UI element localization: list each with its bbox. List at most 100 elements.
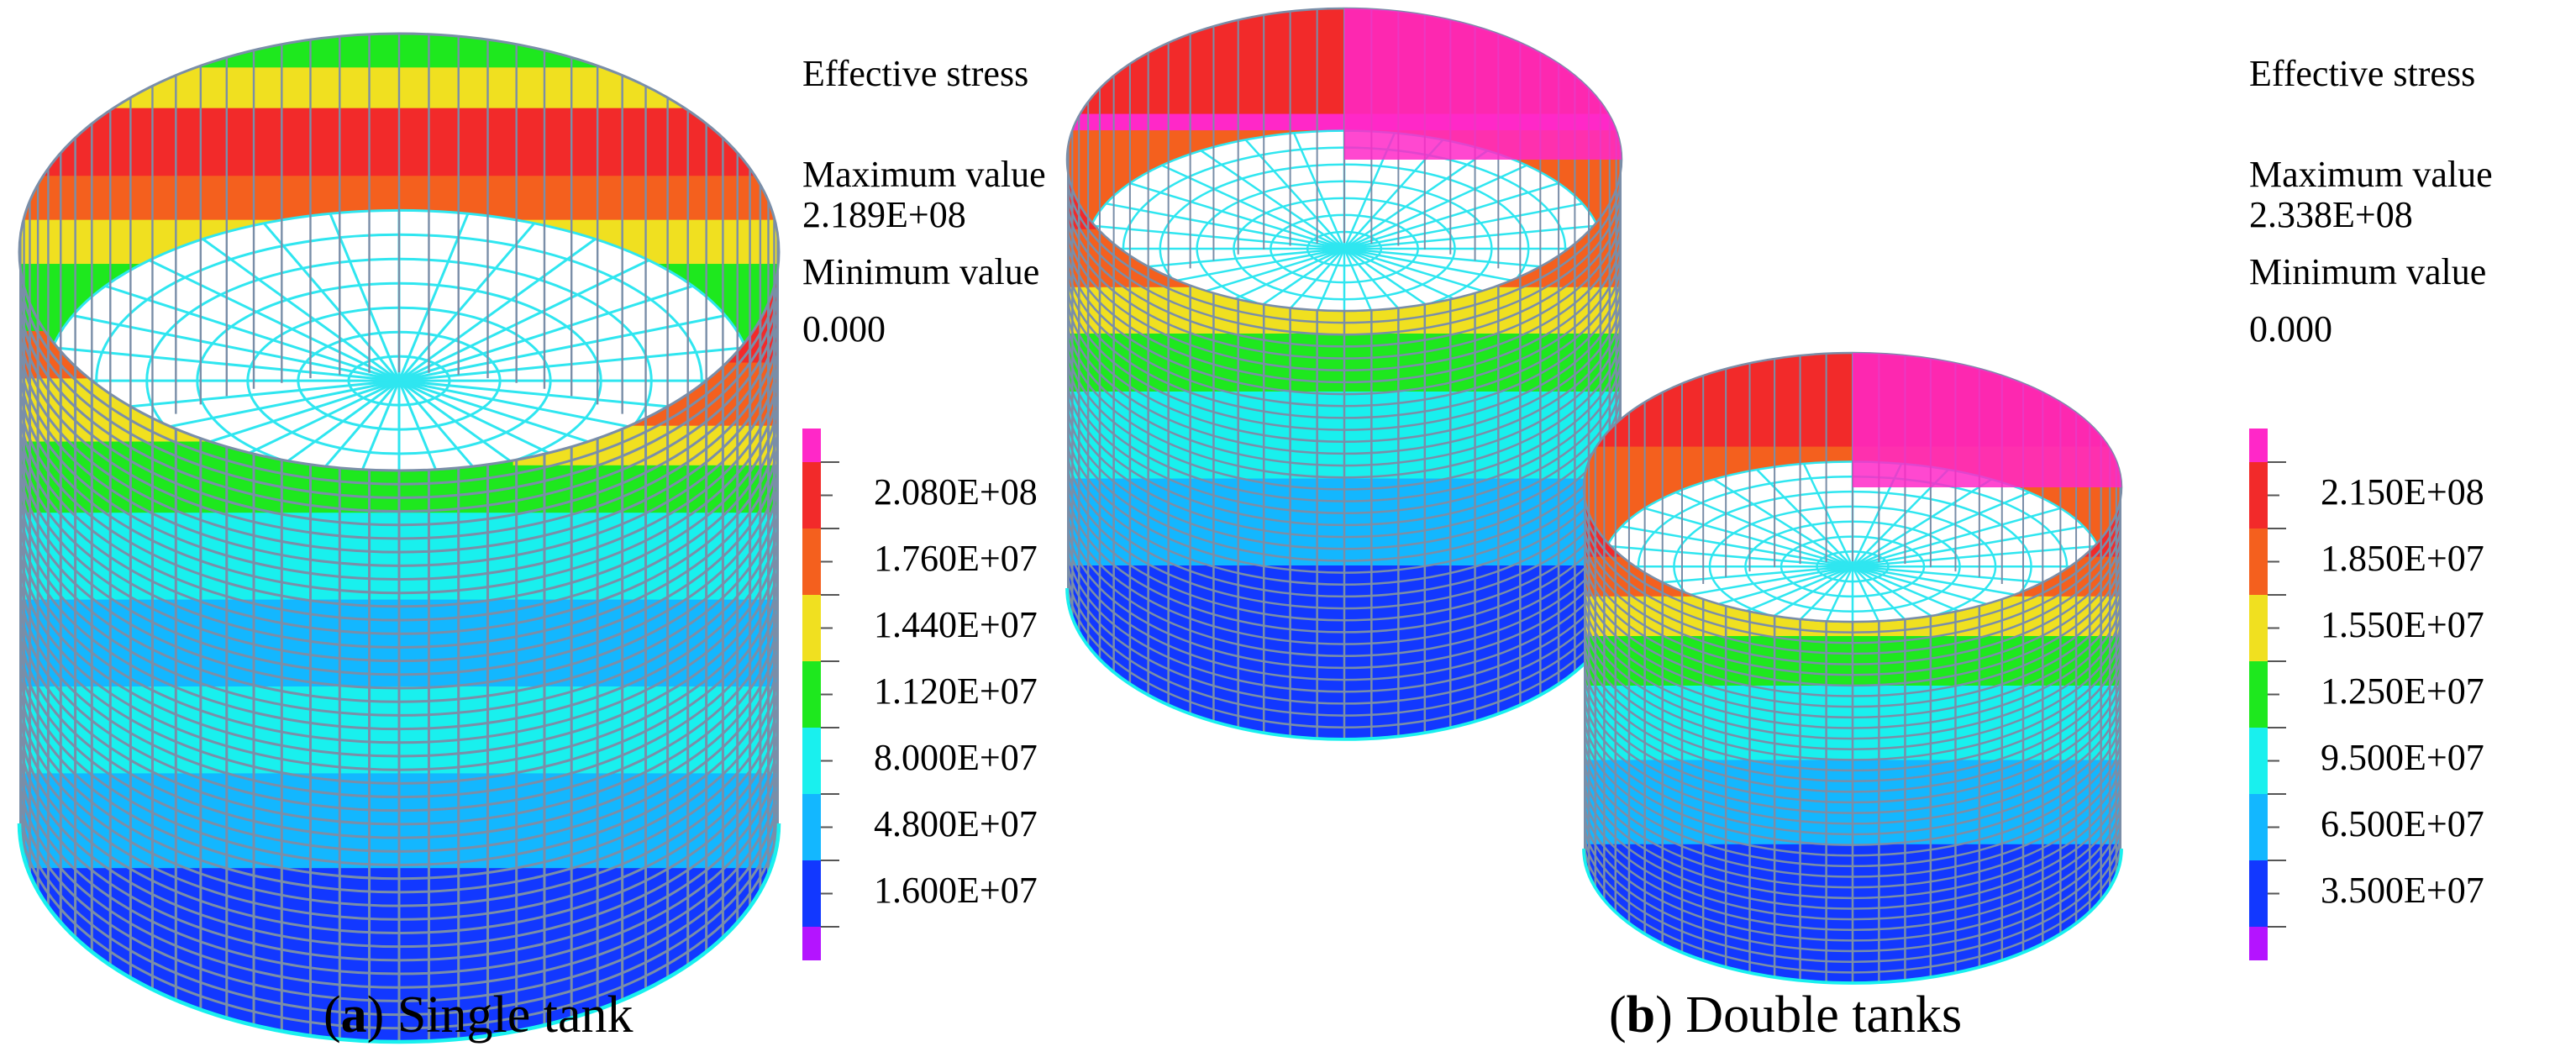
tank-b1-floor-spoke bbox=[1343, 150, 1489, 250]
legend-a-color-segment bbox=[802, 794, 821, 860]
tank-a-floor-spoke bbox=[397, 380, 536, 471]
legend-a-min-value: 0.000 bbox=[802, 308, 886, 350]
legend-a-tick: 1.760E+07 bbox=[874, 538, 1038, 579]
tank-b1-peak-zone bbox=[1344, 8, 1622, 160]
tank-b2-peak-zone bbox=[1853, 353, 2121, 487]
tank-b2-floor-spoke bbox=[1675, 491, 1853, 568]
tank-a-floor-spoke bbox=[397, 380, 470, 471]
tank-b1-floor-spoke bbox=[1244, 139, 1345, 250]
double-tank-back-model bbox=[1065, 7, 1623, 741]
double-tank-front-model bbox=[1582, 351, 2123, 985]
legend-b: Effective stress Maximum value 2.338E+08… bbox=[2249, 53, 2493, 960]
tank-b2-floor-spoke bbox=[1644, 507, 1853, 568]
tank-a-floor-spoke bbox=[329, 213, 401, 381]
caption-a-letter: a bbox=[341, 986, 367, 1044]
tank-a-floor-spoke bbox=[105, 285, 400, 382]
tank-b2-floor-spoke bbox=[1712, 478, 1853, 568]
legend-a-min-label: Minimum value bbox=[802, 251, 1039, 292]
legend-b-color-segment bbox=[2249, 728, 2268, 794]
legend-b-tick: 2.150E+08 bbox=[2321, 471, 2484, 513]
legend-a-tick: 1.120E+07 bbox=[874, 670, 1038, 712]
legend-b-min-value: 0.000 bbox=[2249, 308, 2332, 350]
tank-a-floor-spoke bbox=[397, 213, 470, 381]
legend-b-min-label: Minimum value bbox=[2249, 251, 2486, 292]
legend-b-tick: 9.500E+07 bbox=[2321, 737, 2484, 778]
legend-a-ticks: 2.080E+08 1.760E+07 1.440E+07 1.120E+07 … bbox=[874, 471, 1038, 911]
tank-b2-floor-spoke bbox=[1852, 478, 1993, 568]
tank-a-floor-spoke bbox=[262, 380, 401, 471]
legend-b-color-segment bbox=[2249, 927, 2268, 960]
tank-b2-floor-spoke bbox=[1712, 565, 1853, 622]
legend-a-colorbar bbox=[802, 429, 839, 960]
tank-a-floor-spoke bbox=[398, 379, 649, 471]
legend-b-color-segment bbox=[2249, 528, 2268, 595]
tank-b2-floor-spoke bbox=[1802, 565, 1854, 622]
tank-b1-floor-spoke bbox=[1343, 224, 1598, 250]
tank-b1-floor-spoke bbox=[1200, 150, 1345, 250]
legend-b-color-segment bbox=[2249, 595, 2268, 661]
tank-b1-floor-spoke bbox=[1343, 248, 1396, 311]
legend-b-tick: 1.850E+07 bbox=[2321, 538, 2484, 579]
tank-a-base bbox=[17, 823, 781, 1044]
tank-a-floor-spoke bbox=[398, 285, 693, 382]
legend-b-tick: 1.250E+07 bbox=[2321, 670, 2484, 712]
legend-b-color-segment bbox=[2249, 794, 2268, 860]
tank-b2-floor-spoke bbox=[1851, 565, 1903, 622]
legend-b-tick: 1.550E+07 bbox=[2321, 604, 2484, 645]
tank-b2-floor-spoke bbox=[1802, 463, 1854, 567]
tank-b1-floor-spoke bbox=[1343, 181, 1559, 250]
tank-b1-floor-spoke bbox=[1343, 202, 1583, 250]
tank-b2-floor-spoke bbox=[1756, 469, 1853, 568]
tank-b2-floor-spoke bbox=[1621, 525, 1853, 568]
legend-b-color-segment bbox=[2249, 860, 2268, 927]
tank-b2-floor-spoke bbox=[1852, 491, 2030, 568]
legend-a-title: Effective stress bbox=[802, 53, 1028, 94]
tank-b2-base bbox=[1582, 848, 2123, 985]
legend-a-color-segment bbox=[802, 860, 821, 927]
tank-b1-floor-spoke bbox=[1343, 247, 1489, 311]
tank-b2-floor-spoke bbox=[1675, 565, 1853, 622]
tank-a-floor-spoke bbox=[262, 222, 401, 382]
tank-b1-floor-spoke bbox=[1129, 181, 1345, 250]
legend-a-tick: 8.000E+07 bbox=[874, 737, 1038, 778]
legend-a-color-segment bbox=[802, 661, 821, 728]
legend-a-color-segment bbox=[802, 927, 821, 960]
tank-a-floor-spoke bbox=[202, 379, 400, 471]
tank-b1-floor-spoke bbox=[1244, 248, 1345, 311]
tank-b2-floor-spoke bbox=[1756, 565, 1853, 622]
caption-a: (a) Single tank bbox=[323, 986, 633, 1044]
tank-b2-floor-spoke bbox=[1607, 544, 1853, 568]
tank-a-floor-spoke bbox=[397, 222, 536, 382]
caption-b-text: Double tanks bbox=[1673, 986, 1962, 1044]
tank-b1-floor-spoke bbox=[1343, 247, 1527, 311]
legend-b-max-value: 2.338E+08 bbox=[2249, 194, 2413, 235]
caption-b-letter: b bbox=[1627, 986, 1655, 1044]
tank-a-floor-spoke bbox=[398, 314, 726, 382]
tank-b1-floor-spoke bbox=[1200, 247, 1345, 311]
tank-b1-floor-spoke bbox=[1106, 202, 1345, 250]
legend-a-max-label: Maximum value bbox=[802, 154, 1046, 195]
legend-b-tick: 3.500E+07 bbox=[2321, 870, 2484, 911]
tank-b1-floor-spoke bbox=[1343, 248, 1444, 311]
legend-a-color-segment bbox=[802, 528, 821, 595]
caption-b: (b) Double tanks bbox=[1609, 986, 1962, 1044]
tank-a-floor-spoke bbox=[202, 238, 400, 382]
legend-a: Effective stress Maximum value 2.189E+08… bbox=[802, 53, 1046, 960]
tank-b2-floor-spoke bbox=[1852, 565, 1949, 622]
tank-b2-floor-spoke bbox=[1852, 565, 2030, 622]
legend-b-color-segment bbox=[2249, 429, 2268, 462]
legend-a-max-value: 2.189E+08 bbox=[802, 194, 966, 235]
tank-b2-floor-spoke bbox=[1852, 507, 2061, 568]
tank-a-floor-spoke bbox=[398, 238, 597, 382]
tank-a-rim bbox=[18, 32, 781, 472]
legend-b-colorbar bbox=[2249, 429, 2286, 960]
legend-b-tick: 6.500E+07 bbox=[2321, 803, 2484, 844]
legend-a-color-segment bbox=[802, 595, 821, 661]
tank-a-floor-spoke bbox=[72, 314, 400, 382]
legend-b-ticks: 2.150E+08 1.850E+07 1.550E+07 1.250E+07 … bbox=[2321, 471, 2484, 911]
legend-b-title: Effective stress bbox=[2249, 53, 2475, 94]
single-tank-model bbox=[17, 32, 781, 1044]
tank-a-floor-spoke bbox=[329, 380, 401, 471]
legend-a-tick: 1.600E+07 bbox=[874, 870, 1038, 911]
